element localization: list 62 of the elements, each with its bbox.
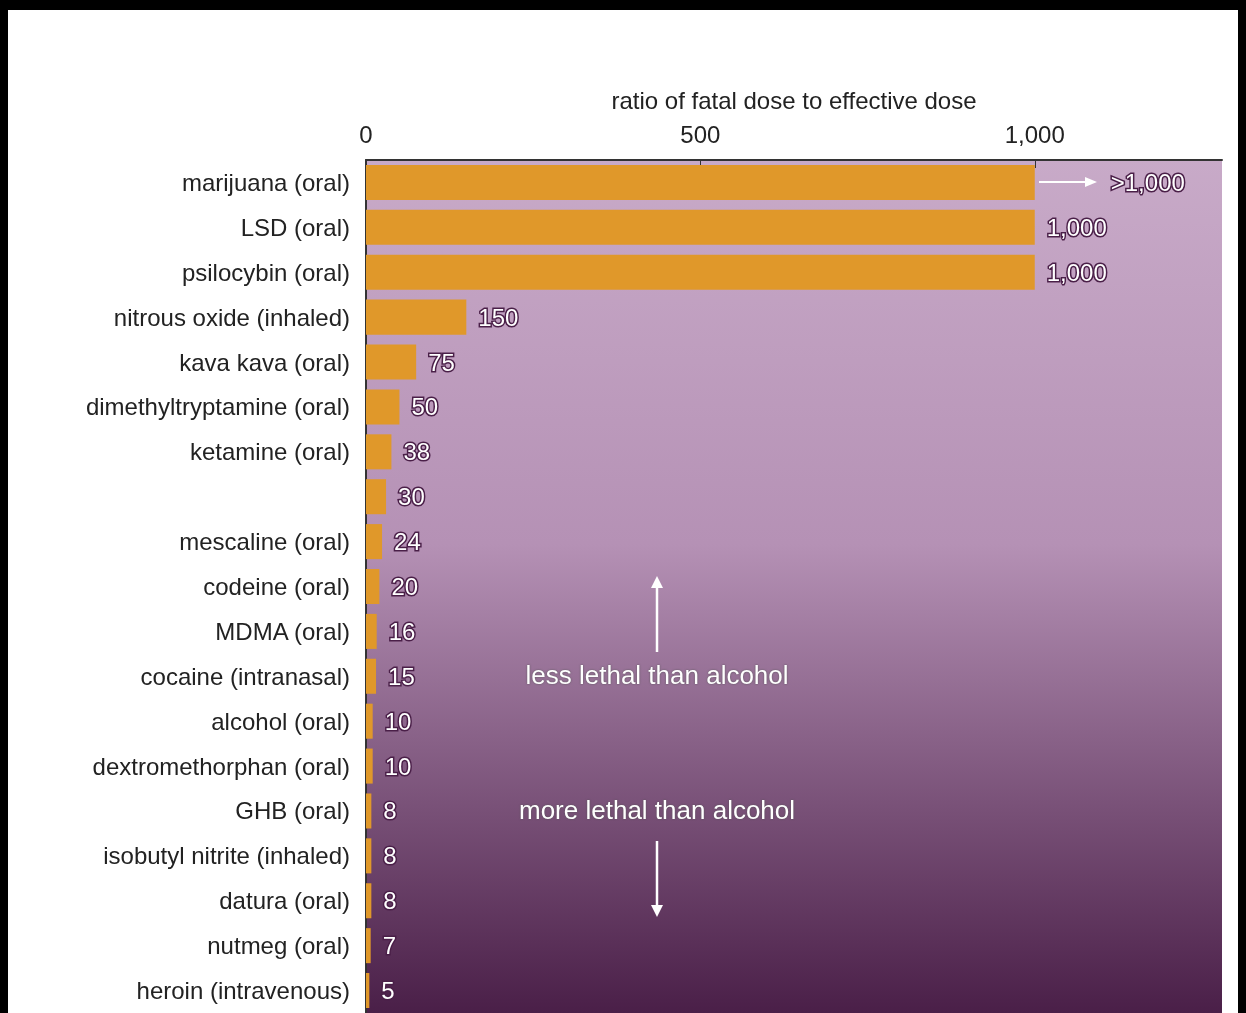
bar	[366, 524, 383, 560]
bar	[366, 658, 377, 694]
data-label: 10	[384, 707, 412, 735]
bar	[366, 568, 380, 605]
data-label: 20	[391, 573, 419, 600]
y-tick-label: dextromethorphan (oral)	[92, 752, 350, 780]
annotation: less lethal than alcohol	[525, 660, 789, 691]
y-tick-label: isobutyl nitrite (inhaled)	[103, 842, 350, 870]
data-label: 15	[388, 662, 415, 690]
bar	[366, 793, 372, 829]
data-label: 5	[381, 977, 395, 1005]
bar	[366, 389, 400, 425]
data-label: 16	[388, 617, 416, 645]
y-tick-label: datura (oral)	[219, 887, 350, 915]
bar	[366, 703, 373, 739]
data-label: 75	[428, 348, 455, 376]
annotation: more lethal than alcohol	[518, 794, 797, 826]
y-tick-label: nutmeg (oral)	[207, 932, 350, 960]
data-label: 50	[411, 393, 439, 421]
y-tick-label: MDMA (oral)	[215, 617, 350, 645]
bar	[366, 299, 467, 335]
y-tick-label: ketamine (oral)	[189, 438, 350, 466]
data-label: 8	[383, 887, 397, 915]
bar	[366, 209, 1035, 245]
data-label: 150	[478, 303, 519, 331]
bar	[366, 434, 392, 470]
data-label: 1,000	[1046, 258, 1107, 286]
y-tick-label: codeine (oral)	[203, 573, 350, 600]
data-label: 38	[403, 438, 431, 466]
data-label: 8	[383, 797, 397, 825]
y-tick-label: psilocybin (oral)	[181, 258, 350, 286]
bar	[366, 928, 371, 964]
bar	[366, 838, 372, 874]
y-tick-label: marijuana (oral)	[181, 168, 350, 196]
y-tick-label: LSD (oral)	[240, 213, 350, 241]
y-tick-label: nitrous oxide (inhaled)	[113, 303, 350, 331]
y-tick-label: GHB (oral)	[235, 797, 350, 825]
y-tick-label: cocaine (intranasal)	[140, 662, 350, 690]
x-tick-label: 0	[359, 120, 373, 148]
x-tick-label: 500	[680, 120, 721, 148]
data-label: 7	[382, 932, 397, 960]
y-tick-label: mescaline (oral)	[179, 528, 350, 556]
data-label: 10	[384, 752, 412, 780]
x-tick-label: 1,000	[1004, 120, 1065, 148]
bar	[366, 164, 1035, 200]
bar	[366, 344, 417, 380]
y-tick-label: alcohol (oral)	[211, 707, 350, 735]
bar	[366, 973, 370, 1009]
y-tick-label: dimethyltryptamine (oral)	[85, 393, 350, 421]
bar	[366, 613, 377, 649]
y-tick-label: heroin (intravenous)	[136, 977, 350, 1005]
data-label: 1,000	[1046, 213, 1107, 241]
bar	[366, 479, 387, 515]
bar	[366, 883, 372, 919]
bar	[366, 748, 373, 784]
data-label: 8	[383, 842, 397, 870]
data-label: 30	[398, 483, 425, 511]
x-axis-title: ratio of fatal dose to effective dose	[611, 86, 977, 114]
data-label: 24	[394, 528, 421, 556]
bar	[366, 254, 1035, 290]
data-label: >1,000	[1110, 168, 1185, 196]
y-tick-label: kava kava (oral)	[179, 348, 350, 376]
